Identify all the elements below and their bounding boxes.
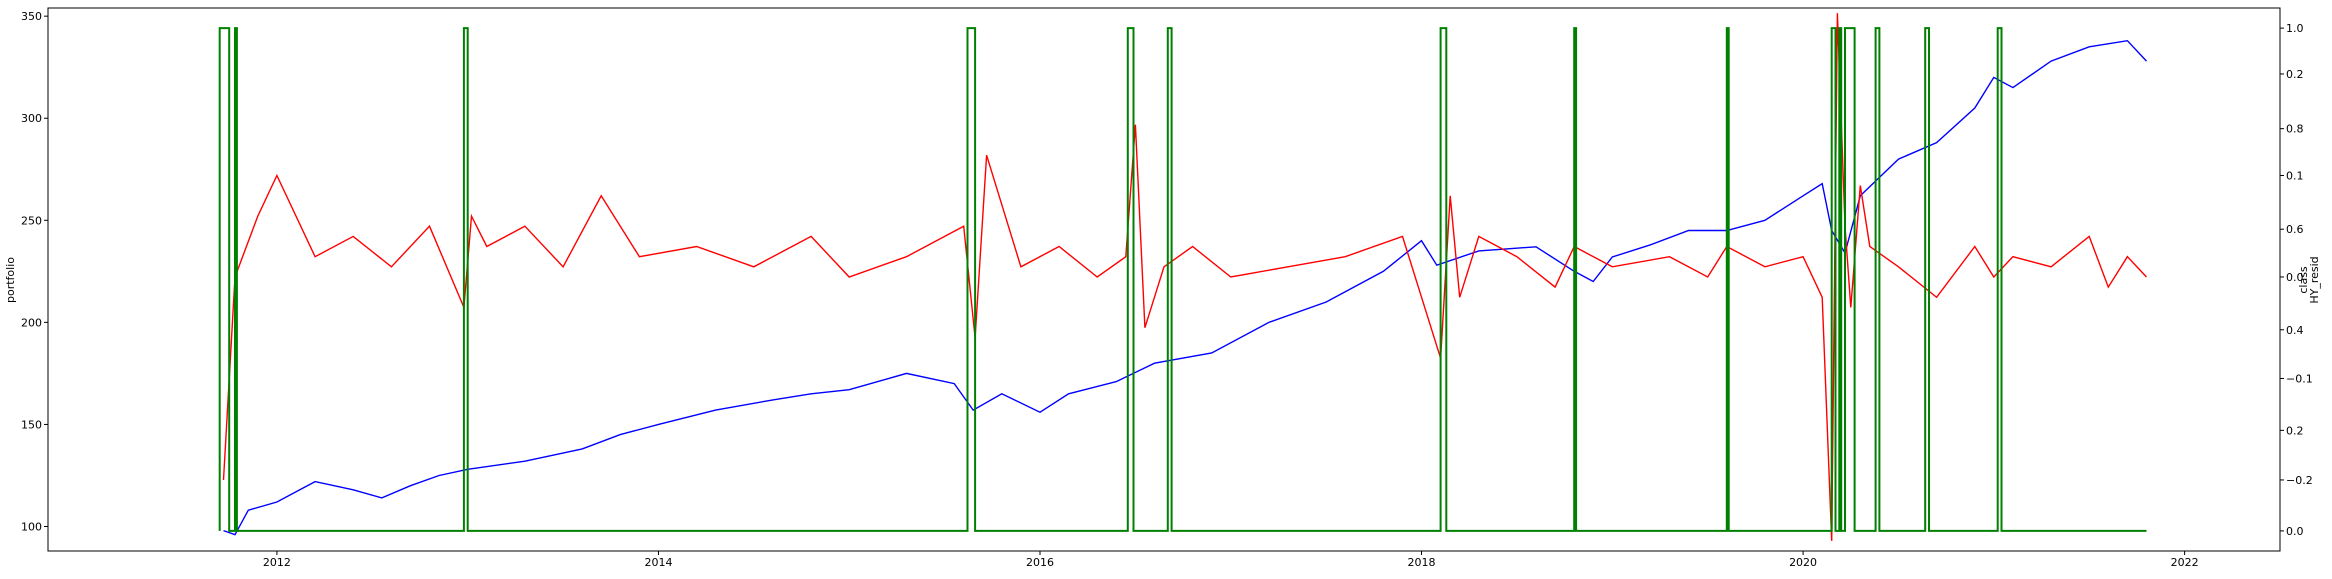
series-line-portfolio bbox=[223, 39, 2148, 536]
y-left-tick-label: 350 bbox=[21, 10, 42, 23]
y-right-inner-tick-label: −0.2 bbox=[2286, 474, 2313, 487]
x-tick-label: 2020 bbox=[1789, 556, 1817, 569]
y-left-tick-label: 200 bbox=[21, 316, 42, 329]
y-right-inner-tick-label: −0.1 bbox=[2286, 372, 2313, 385]
y-right-outer-tick-label: 0.2 bbox=[2286, 424, 2304, 437]
y-right-outer-tick-label: 1.0 bbox=[2286, 22, 2304, 35]
y-left-axis-label: portfolio bbox=[4, 257, 17, 303]
x-tick-label: 2014 bbox=[644, 556, 672, 569]
x-tick-label: 2016 bbox=[1026, 556, 1054, 569]
series-line-hy-resid bbox=[222, 13, 2148, 541]
y-left-tick-label: 150 bbox=[21, 418, 42, 431]
plot-frame bbox=[47, 7, 2281, 552]
y-right-outer-axis-label: class bbox=[2297, 266, 2310, 294]
series-line-class bbox=[218, 27, 2147, 532]
y-right-inner-tick-label: 0.2 bbox=[2286, 68, 2304, 81]
y-right-outer-tick-label: 0.8 bbox=[2286, 123, 2304, 136]
y-right-outer-tick-label: 0.4 bbox=[2286, 324, 2304, 337]
x-tick-label: 2012 bbox=[263, 556, 291, 569]
y-left-tick-label: 300 bbox=[21, 112, 42, 125]
x-tick-label: 2022 bbox=[2171, 556, 2199, 569]
y-left-tick-label: 100 bbox=[21, 521, 42, 534]
x-tick-label: 2018 bbox=[1408, 556, 1436, 569]
y-right-inner-axis-label: HY_resid bbox=[2308, 256, 2321, 303]
y-right-inner-tick-label: 0.0 bbox=[2286, 271, 2304, 284]
axes-layer: 2012 2014 2016 2018 2020 2022 100 150 200 250 300 3… bbox=[21, 10, 2313, 569]
y-right-outer-tick-label: 0.6 bbox=[2286, 223, 2304, 236]
series-layer bbox=[218, 13, 2148, 541]
y-right-outer-tick-label: 0.0 bbox=[2286, 525, 2304, 538]
y-left-tick-label: 250 bbox=[21, 214, 42, 227]
y-right-inner-tick-label: 0.1 bbox=[2286, 169, 2304, 182]
